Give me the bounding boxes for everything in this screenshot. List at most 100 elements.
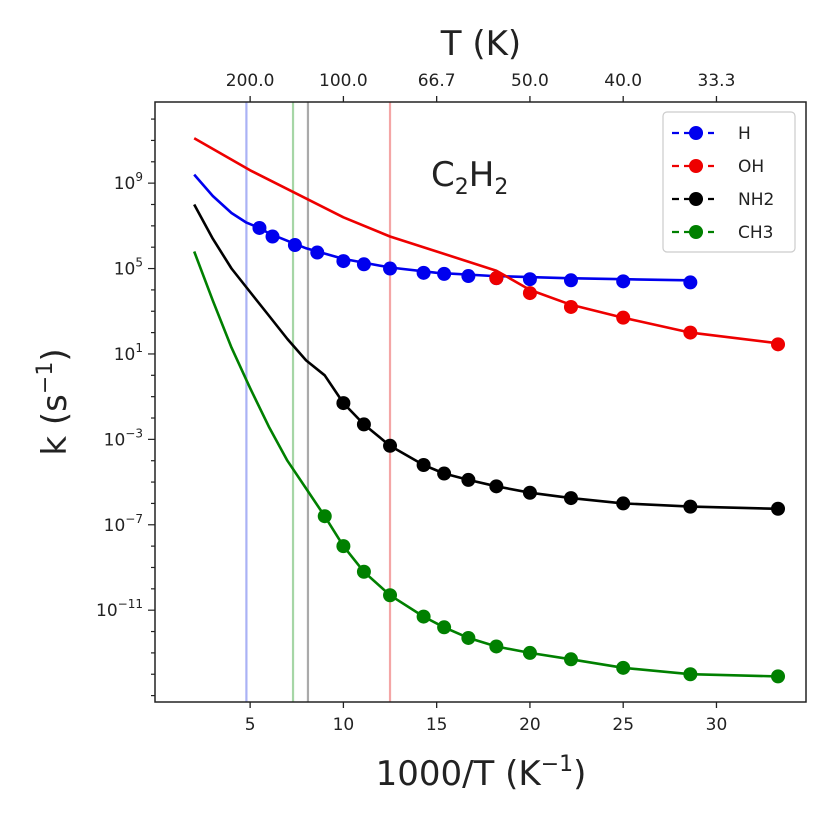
y-axis-label: k (s−1) (33, 348, 75, 455)
y-tick-base: 10 (114, 345, 136, 365)
top-tick-label: 50.0 (511, 71, 549, 91)
data-point-OH (563, 299, 578, 314)
y-label-sup: −1 (33, 362, 58, 394)
data-point-NH2 (522, 485, 537, 500)
data-point-CH3 (616, 660, 631, 675)
data-point-CH3 (461, 630, 476, 645)
x-tick-label: 10 (333, 715, 355, 735)
data-point-H (416, 265, 431, 280)
legend-marker-CH3 (689, 225, 703, 239)
data-point-NH2 (771, 501, 786, 516)
y-tick-base: 10 (96, 601, 118, 621)
series-line-CH3 (192, 251, 779, 678)
x-tick-label: 20 (519, 715, 541, 735)
data-point-CH3 (522, 645, 537, 660)
data-point-H (437, 266, 452, 281)
y-tick-label: 10−3 (104, 426, 143, 450)
data-point-H (683, 275, 698, 290)
data-point-CH3 (383, 588, 398, 603)
data-point-OH (683, 325, 698, 340)
legend-marker-NH2 (689, 192, 703, 206)
y-tick-exponent: 9 (135, 170, 143, 184)
annotation-sub2: 2 (494, 175, 508, 200)
series-line-H (193, 173, 689, 282)
x-tick-label: 25 (612, 715, 634, 735)
series-line-OH (193, 137, 779, 345)
data-point-OH (616, 310, 631, 325)
legend-label-CH3: CH3 (738, 223, 773, 243)
x-label-close: ) (573, 754, 586, 794)
data-point-NH2 (336, 396, 351, 411)
top-tick-label: 40.0 (604, 71, 642, 91)
y-tick-exponent: 1 (135, 341, 143, 355)
top-tick-label: 66.7 (418, 71, 456, 91)
series-layer (192, 137, 786, 684)
legend-label-OH: OH (738, 157, 764, 177)
annotation-h: H (469, 155, 495, 195)
x-tick-label: 5 (245, 715, 256, 735)
y-tick-base: 10 (114, 260, 136, 280)
data-point-NH2 (616, 496, 631, 511)
y-label-close: ) (35, 348, 75, 361)
y-tick-exponent: −7 (125, 512, 143, 526)
data-point-H (310, 245, 325, 260)
data-point-CH3 (489, 639, 504, 654)
data-point-NH2 (383, 438, 398, 453)
y-tick-exponent: 5 (135, 256, 143, 270)
data-point-H (252, 220, 267, 235)
y-tick-label: 10−11 (96, 597, 143, 621)
top-axis-title: T (K) (440, 24, 521, 64)
data-point-NH2 (489, 479, 504, 494)
legend: H OH NH2 CH3 (662, 111, 796, 253)
data-point-NH2 (563, 491, 578, 506)
data-point-OH (771, 337, 786, 352)
top-tick-label: 33.3 (698, 71, 736, 91)
legend-box (662, 111, 796, 253)
data-point-CH3 (563, 652, 578, 667)
y-tick-exponent: −3 (125, 426, 143, 440)
y-tick-exponent: −11 (118, 597, 143, 611)
data-point-NH2 (437, 466, 452, 481)
y-tick-label: 105 (114, 256, 143, 280)
y-label-main: k (s (35, 394, 75, 455)
legend-label-NH2: NH2 (738, 190, 774, 210)
x-label-main: 1000/T (K (376, 754, 543, 794)
x-label-sup: −1 (541, 752, 573, 777)
y-tick-label: 101 (114, 341, 143, 365)
x-tick-label: 30 (706, 715, 728, 735)
y-tick-base: 10 (104, 516, 126, 536)
data-point-CH3 (336, 539, 351, 554)
data-point-H (563, 273, 578, 288)
x-axis-label: 1000/T (K−1) (376, 752, 587, 794)
data-point-H (522, 272, 537, 287)
y-tick-label: 10−7 (104, 512, 143, 536)
data-point-NH2 (356, 417, 371, 432)
y-tick-label: 109 (114, 170, 143, 194)
data-point-CH3 (771, 669, 786, 684)
data-point-H (336, 254, 351, 269)
y-tick-base: 10 (114, 174, 136, 194)
plot-frame (154, 101, 807, 703)
data-point-CH3 (317, 509, 332, 524)
y-tick-base: 10 (104, 430, 126, 450)
data-point-CH3 (437, 620, 452, 635)
data-point-OH (522, 286, 537, 301)
data-point-H (265, 229, 280, 244)
data-point-NH2 (416, 457, 431, 472)
data-point-H (356, 257, 371, 272)
data-point-H (616, 274, 631, 289)
molecule-annotation: C2H2 (431, 155, 508, 200)
top-tick-label: 100.0 (319, 71, 368, 91)
top-tick-label: 200.0 (226, 71, 275, 91)
legend-marker-H (689, 126, 703, 140)
legend-label-H: H (738, 124, 751, 144)
x-tick-label: 15 (426, 715, 448, 735)
data-point-NH2 (461, 472, 476, 487)
data-point-CH3 (356, 564, 371, 579)
data-point-CH3 (683, 667, 698, 682)
data-point-CH3 (416, 609, 431, 624)
annotation-sub1: 2 (455, 175, 469, 200)
data-point-H (461, 269, 476, 284)
